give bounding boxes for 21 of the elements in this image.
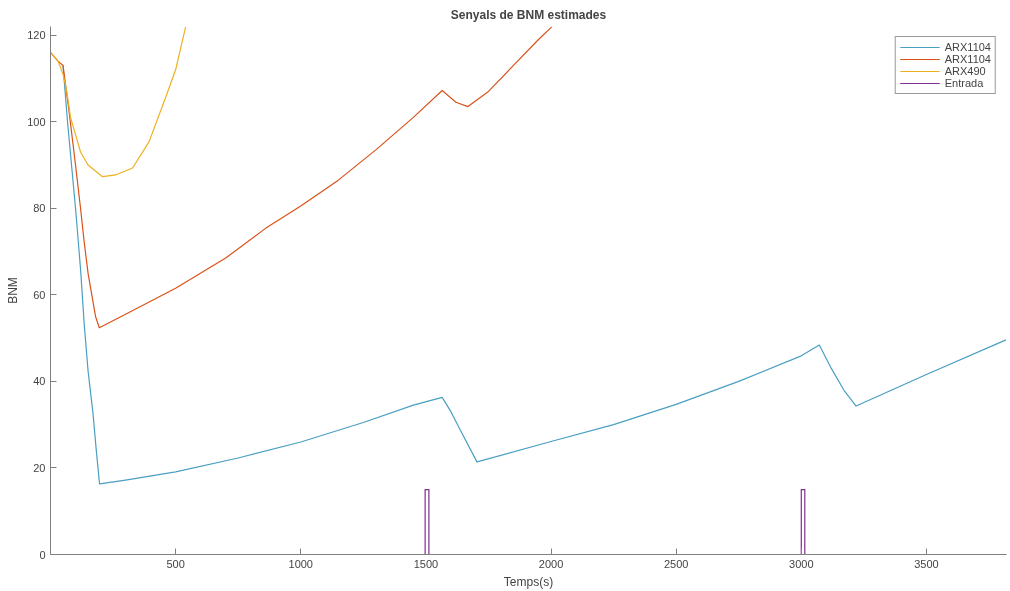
legend-label: ARX490 [944, 65, 986, 77]
y-tick-label: 100 [27, 115, 46, 128]
chart-title: Senyals de BNM estimades [450, 7, 607, 22]
y-tick-label: 120 [27, 29, 46, 42]
y-tick-label: 20 [33, 461, 46, 474]
x-tick-label: 500 [166, 557, 185, 570]
y-tick-label: 40 [33, 375, 46, 388]
x-tick-label: 2500 [663, 557, 689, 570]
legend-label: Entrada [944, 77, 984, 89]
x-tick-label: 3000 [789, 557, 814, 570]
y-tick-label: 80 [33, 202, 46, 215]
x-tick-label: 3500 [914, 557, 939, 570]
y-tick-label: 60 [33, 288, 46, 301]
x-tick-label: 2000 [538, 557, 564, 570]
x-tick-label: 1000 [288, 557, 314, 570]
x-axis-title: Temps(s) [503, 574, 554, 589]
legend-label: ARX1104 [944, 53, 991, 65]
y-tick-label: 0 [39, 548, 46, 561]
x-tick-label: 1500 [413, 557, 439, 570]
y-axis-title: BNM [6, 277, 21, 304]
legend-label: ARX1104 [944, 41, 991, 53]
